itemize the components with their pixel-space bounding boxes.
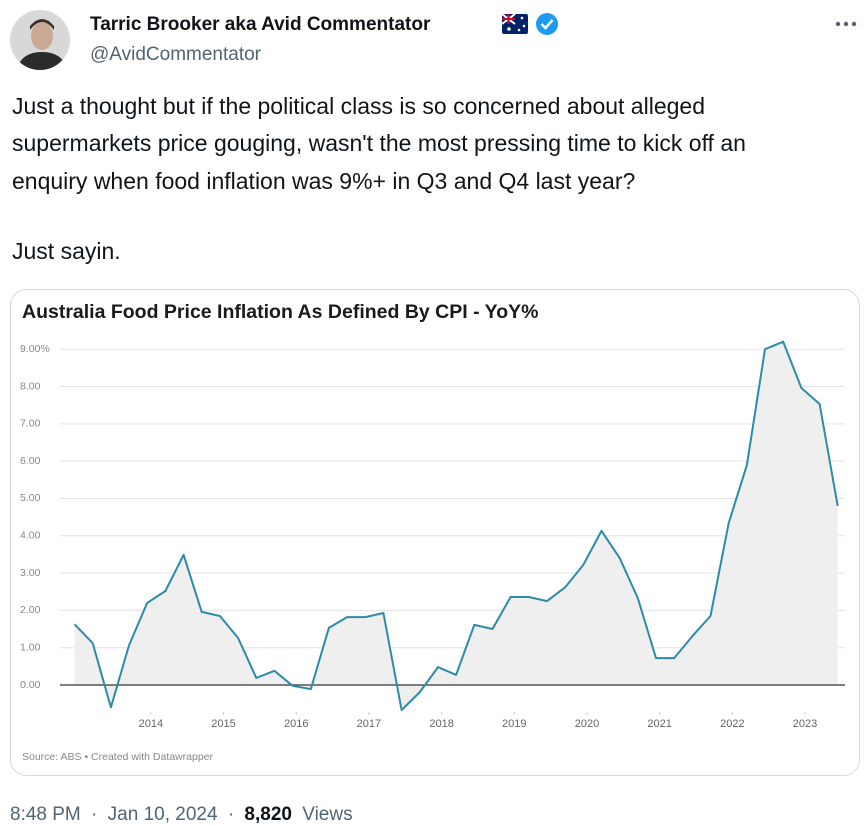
author-name[interactable]: Tarric Brooker aka Avid Commentator [90,14,431,35]
time: 8:48 PM [10,804,81,825]
plot: 0.00 1.00 2.00 3.00 4.00 5.00 6.00 7.00 8.00 9.00… [20,340,845,730]
tweet-text: Just a thought but if the political clas… [12,93,705,119]
y-tick-label: 9.00% [20,343,50,355]
x-tick-label: 2021 [647,718,671,730]
handle[interactable]: @AvidCommentator [90,44,262,65]
line [73,340,839,711]
x-tick-label: 2018 [429,718,453,730]
y-tick-label: 2.00 [20,604,41,616]
separator: · [91,804,97,825]
verified-badge [536,13,558,35]
x-tick-label: 2022 [720,718,744,730]
x-tick-label: 2016 [284,718,308,730]
avatar[interactable] [10,10,70,72]
date[interactable]: Jan 10, 2024 [108,804,218,825]
separator: · [228,804,234,825]
y-tick-label: 0.00 [20,679,41,691]
x-tick-label: 2023 [793,718,817,730]
y-tick-label: 4.00 [20,530,41,542]
y-tick-label: 8.00 [20,380,41,392]
tweet-text: enquiry when food inflation was 9%+ in Q… [12,168,635,194]
y-tick-label: 5.00 [20,492,41,504]
tweet-meta: 8:48 PM · Jan 10, 2024 · 8,820 Views [10,804,353,825]
y-tick-label: 7.00 [20,418,41,430]
more-menu[interactable] [835,21,857,27]
x-tick-label: 2015 [211,718,235,730]
flag-icon [501,13,528,34]
views-label: Views [302,804,352,825]
y-tick-label: 6.00 [20,455,41,467]
chart-source: Source: ABS • Created with Datawrapper [22,751,214,763]
tweet-text: supermarkets price gouging, wasn't the m… [12,130,746,156]
y-tick-label: 1.00 [20,641,41,653]
views-count: 8,820 [244,804,292,825]
x-tick-label: 2014 [139,718,163,730]
tweet-text: Just sayin. [12,238,121,264]
chart-title: Australia Food Price Inflation As Define… [22,301,538,323]
x-tick-label: 2017 [357,718,381,730]
y-tick-label: 3.00 [20,567,41,579]
x-tick-label: 2020 [575,718,599,730]
x-tick-label: 2019 [502,718,526,730]
